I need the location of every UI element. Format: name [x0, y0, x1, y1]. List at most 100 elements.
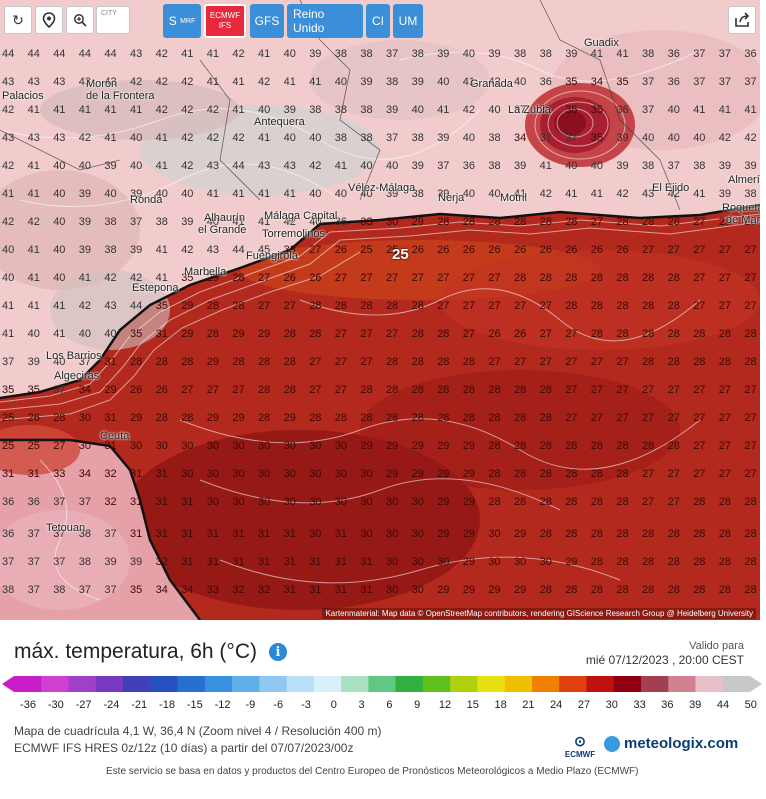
grid-value: 28: [437, 328, 450, 340]
grid-value: 42: [181, 104, 194, 116]
location-pin-icon[interactable]: [35, 6, 63, 34]
city-label[interactable]: Motril: [500, 192, 527, 204]
model-button-s-mrf[interactable]: S MRF: [163, 4, 201, 38]
city-label[interactable]: Moron: [86, 78, 118, 90]
reload-icon[interactable]: ↻: [4, 6, 32, 34]
grid-value: 44: [232, 160, 245, 172]
grid-value: 28: [565, 440, 578, 452]
city-label[interactable]: Ronda: [130, 194, 163, 206]
scale-segment: [395, 676, 424, 692]
grid-value: 39: [104, 556, 117, 568]
grid-value: 28: [667, 272, 680, 284]
model-button-gfs[interactable]: GFS: [250, 4, 284, 38]
grid-value: 27: [360, 272, 373, 284]
city-label[interactable]: La Zubia: [508, 104, 551, 116]
grid-value: 42: [155, 76, 168, 88]
grid-value: 40: [53, 188, 66, 200]
city-label[interactable]: de Mar: [726, 214, 760, 226]
grid-value: 36: [616, 104, 629, 116]
grid-value: 28: [283, 384, 296, 396]
scale-segment: [668, 676, 696, 692]
grid-value: 30: [232, 496, 245, 508]
city-label[interactable]: Vélez-Málaga: [348, 182, 416, 194]
ecmwf-logo[interactable]: ⊙ ECMWF: [560, 733, 600, 759]
city-label[interactable]: Los Barrios: [46, 350, 102, 362]
grid-value: 28: [565, 216, 578, 228]
grid-value: 33: [360, 216, 373, 228]
share-icon[interactable]: [728, 6, 756, 34]
city-label[interactable]: Nerja: [438, 192, 465, 204]
city-label[interactable]: Palacios: [2, 90, 44, 102]
grid-value: 31: [104, 412, 117, 424]
grid-value: 25: [2, 440, 15, 452]
selected-point-value[interactable]: 25: [392, 246, 409, 263]
grid-value: 28: [590, 440, 604, 452]
grid-value: 33: [206, 584, 220, 596]
grid-value: 28: [462, 412, 476, 424]
city-label[interactable]: El Ejido: [652, 182, 690, 194]
grid-value: 29: [181, 300, 194, 312]
scale-tick-label: 21: [522, 699, 535, 711]
grid-value: 28: [616, 496, 629, 508]
grid-value: 41: [744, 104, 757, 116]
grid-value: 37: [667, 160, 680, 172]
city-label[interactable]: Alhaurín: [204, 212, 245, 224]
grid-value: 34: [590, 76, 604, 88]
model-button-ecmwf-ifs[interactable]: ECMWF IFS: [204, 4, 246, 38]
grid-value: 38: [104, 216, 117, 228]
grid-value: 38: [488, 132, 501, 144]
grid-value: 40: [78, 160, 92, 172]
city-label[interactable]: Estepona: [132, 282, 179, 294]
scale-segment: [640, 676, 669, 692]
scale-tick-label: 18: [494, 699, 507, 711]
grid-value: 27: [667, 244, 680, 256]
city-label[interactable]: Guadix: [584, 37, 619, 49]
grid-value: 35: [565, 104, 578, 116]
city-label[interactable]: el Grande: [198, 224, 247, 236]
grid-value: 28: [514, 412, 527, 424]
zoom-search-icon[interactable]: [66, 6, 94, 34]
model-button-um[interactable]: UM: [393, 4, 423, 38]
city-label[interactable]: de la Frontera: [86, 90, 155, 102]
meteologix-logo[interactable]: meteologix.com: [604, 735, 738, 752]
grid-value: 29: [437, 584, 450, 596]
grid-value: 28: [437, 356, 450, 368]
grid-value: 39: [718, 160, 732, 172]
grid-value: 38: [744, 188, 757, 200]
grid-value: 41: [155, 160, 168, 172]
city-label[interactable]: Málaga Capital: [264, 210, 338, 222]
city-label[interactable]: Torremolinos: [262, 228, 325, 240]
grid-value: 37: [642, 104, 655, 116]
scale-segment: [450, 676, 478, 692]
grid-value: 28: [206, 300, 220, 312]
grid-value: 40: [590, 160, 604, 172]
grid-value: 44: [2, 48, 15, 60]
city-label[interactable]: Antequera: [254, 116, 305, 128]
grid-value: 30: [386, 496, 399, 508]
grid-value: 28: [616, 556, 629, 568]
city-label[interactable]: Ceuta: [100, 430, 130, 442]
city-label[interactable]: Marbella: [184, 266, 227, 278]
forecast-map[interactable]: 44 44 44 44 44 43 42 41 41 42 41 40 39 38 38 37 38 39 40 39…: [0, 0, 760, 620]
grid-value: 26: [514, 244, 527, 256]
city-label[interactable]: Roquetas: [722, 202, 760, 214]
grid-value: 27: [590, 384, 604, 396]
grid-value: 29: [411, 468, 424, 480]
model-button-ci[interactable]: CI: [366, 4, 390, 38]
model-button-reino-unido[interactable]: Reino Unido: [287, 4, 363, 38]
city-label[interactable]: Algeciras: [54, 370, 100, 382]
info-icon[interactable]: i: [268, 643, 287, 661]
grid-value: 35: [565, 76, 578, 88]
grid-value: 28: [718, 496, 732, 508]
grid-value: 29: [462, 440, 476, 452]
grid-value: 27: [693, 216, 706, 228]
city-label[interactable]: Granada: [470, 78, 513, 90]
city-search-input[interactable]: CITY: [96, 6, 130, 34]
city-label[interactable]: Fuengirola: [246, 250, 298, 262]
grid-value: 28: [232, 356, 245, 368]
grid-value: 27: [411, 272, 424, 284]
city-label[interactable]: Almería: [728, 174, 760, 186]
grid-value: 27: [565, 412, 578, 424]
grid-value: 34: [155, 584, 168, 596]
city-label[interactable]: Tetouan: [46, 522, 86, 534]
